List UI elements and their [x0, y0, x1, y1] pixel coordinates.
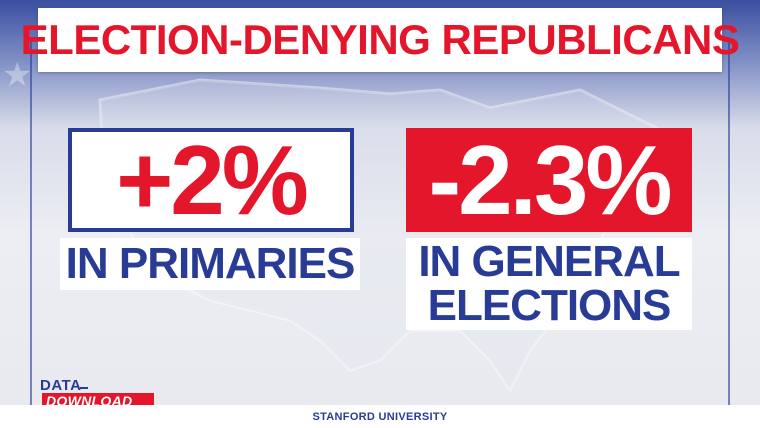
- source-credit: STANFORD UNIVERSITY: [312, 410, 448, 423]
- general-label-line-2: ELECTIONS: [427, 281, 672, 330]
- primaries-stat-box: +2%: [68, 128, 354, 232]
- primaries-label-box: IN PRIMARIES: [60, 238, 360, 290]
- general-stat-box: -2.3%: [406, 128, 692, 232]
- page-title: ELECTION-DENYING REPUBLICANS: [20, 16, 740, 63]
- primaries-stat-value: +2%: [116, 125, 309, 235]
- source-bar: STANFORD UNIVERSITY: [0, 405, 760, 428]
- logo-top-text: DATA: [40, 377, 82, 394]
- right-edge-line: [728, 40, 730, 405]
- left-edge-line: [30, 40, 32, 405]
- general-label-line-1: IN GENERAL: [418, 237, 680, 286]
- title-banner: ELECTION-DENYING REPUBLICANS: [21, 8, 740, 72]
- general-stat-value: -2.3%: [428, 125, 672, 235]
- logo-underscore: [80, 387, 88, 389]
- primaries-label: IN PRIMARIES: [65, 239, 356, 288]
- general-label-box: IN GENERAL ELECTIONS: [406, 238, 692, 330]
- star-icon: ★: [2, 56, 33, 94]
